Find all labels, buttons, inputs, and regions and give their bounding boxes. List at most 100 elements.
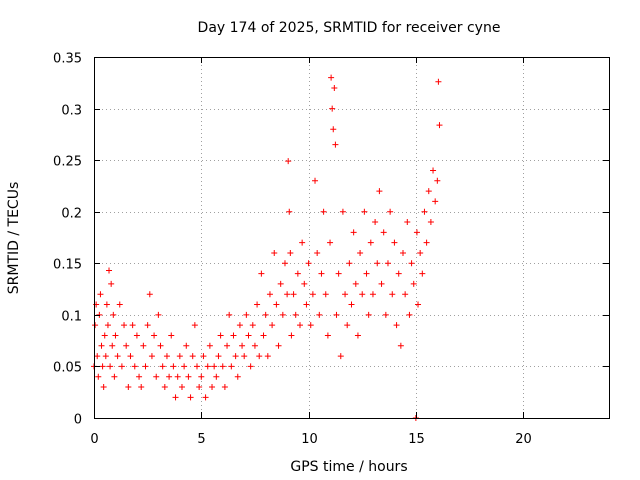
data-point — [153, 373, 160, 380]
data-point — [131, 363, 138, 370]
data-point — [228, 363, 235, 370]
data-point — [332, 141, 339, 148]
data-point — [408, 260, 415, 267]
data-point — [111, 373, 118, 380]
data-point — [348, 301, 355, 308]
data-point — [328, 74, 335, 81]
data-point — [187, 394, 194, 401]
data-point — [110, 311, 117, 318]
data-point — [224, 342, 231, 349]
data-point — [380, 229, 387, 236]
data-point — [292, 311, 299, 318]
data-point — [239, 342, 246, 349]
data-point — [309, 291, 316, 298]
data-point — [284, 291, 291, 298]
data-point — [219, 363, 226, 370]
data-point — [423, 239, 430, 246]
data-point — [95, 373, 102, 380]
data-point — [166, 373, 173, 380]
data-point — [404, 219, 411, 226]
data-point — [436, 122, 443, 129]
data-point — [217, 332, 224, 339]
data-point — [118, 363, 125, 370]
data-point — [196, 384, 203, 391]
data-point — [402, 291, 409, 298]
data-point — [99, 363, 106, 370]
y-tick-label: 0.3 — [61, 104, 82, 119]
data-point — [127, 353, 134, 360]
data-point — [256, 353, 263, 360]
data-point — [307, 322, 314, 329]
data-point — [146, 291, 153, 298]
data-point — [136, 373, 143, 380]
data-point — [245, 332, 252, 339]
data-point — [129, 322, 136, 329]
data-point — [155, 311, 162, 318]
data-point — [206, 342, 213, 349]
y-axis-title: SRMTID / TECUs — [6, 182, 22, 295]
data-point — [421, 208, 428, 215]
data-point — [185, 373, 192, 380]
data-point — [198, 373, 205, 380]
x-tick-label: 15 — [408, 432, 425, 447]
data-point — [324, 332, 331, 339]
data-point — [221, 384, 228, 391]
x-tick-label: 5 — [197, 432, 205, 447]
data-point — [191, 322, 198, 329]
data-point — [123, 342, 130, 349]
data-point — [125, 384, 132, 391]
data-point — [277, 280, 284, 287]
data-point — [94, 353, 101, 360]
x-axis-ticks: 0 5 10 15 20 — [90, 57, 532, 447]
data-point — [234, 373, 241, 380]
data-point — [350, 229, 357, 236]
data-point — [241, 353, 248, 360]
y-tick-label: 0.35 — [53, 52, 82, 67]
data-point — [107, 363, 114, 370]
data-point — [121, 322, 128, 329]
data-point — [98, 342, 105, 349]
data-point — [389, 291, 396, 298]
data-point — [333, 311, 340, 318]
data-point — [174, 373, 181, 380]
y-tick-label: 0.15 — [53, 258, 82, 273]
data-point — [249, 322, 256, 329]
data-point — [108, 280, 115, 287]
chart-title: Day 174 of 2025, SRMTID for receiver cyn… — [198, 20, 501, 36]
data-point — [204, 363, 211, 370]
data-point — [138, 384, 145, 391]
data-point — [361, 208, 368, 215]
data-point — [258, 270, 265, 277]
data-point — [264, 353, 271, 360]
data-point — [337, 353, 344, 360]
data-point — [406, 311, 413, 318]
data-point — [314, 249, 321, 256]
data-point — [144, 322, 151, 329]
data-point — [425, 188, 432, 195]
data-point — [262, 311, 269, 318]
data-points — [91, 74, 443, 421]
data-point — [202, 394, 209, 401]
data-point — [102, 353, 109, 360]
data-point — [374, 260, 381, 267]
data-point — [200, 353, 207, 360]
data-point — [140, 342, 147, 349]
data-point — [226, 311, 233, 318]
data-point — [417, 249, 424, 256]
data-point — [430, 167, 437, 174]
data-point — [114, 353, 121, 360]
data-point — [106, 267, 113, 274]
y-tick-label: 0 — [74, 413, 82, 428]
data-point — [116, 301, 123, 308]
data-point — [269, 322, 276, 329]
data-point — [96, 311, 103, 318]
data-point — [163, 353, 170, 360]
data-point — [330, 126, 337, 133]
data-point — [260, 332, 267, 339]
data-point — [434, 177, 441, 184]
data-point — [329, 105, 336, 112]
data-point — [435, 78, 442, 85]
data-point — [109, 342, 116, 349]
data-point — [213, 373, 220, 380]
